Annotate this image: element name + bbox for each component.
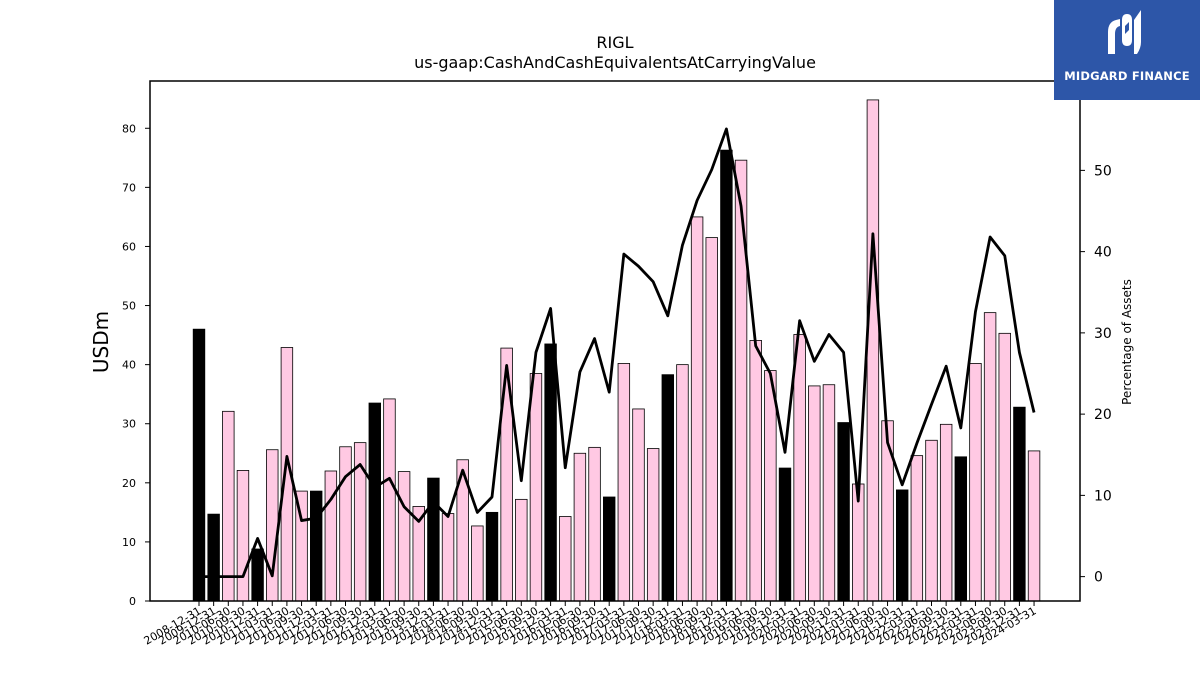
- bar: [500, 347, 513, 602]
- bar: [617, 363, 631, 602]
- bar: [222, 410, 235, 602]
- bar: [705, 237, 718, 602]
- bar: [544, 343, 557, 602]
- bar: [661, 374, 675, 602]
- y-tick-label: 70: [122, 181, 136, 194]
- bar: [793, 334, 806, 602]
- y2-axis-label: Percentage of Assets: [1120, 279, 1134, 405]
- bar: [690, 216, 704, 602]
- chart-title: RIGL: [596, 33, 633, 52]
- percentage-line: [199, 127, 1036, 579]
- bar: [324, 470, 338, 602]
- bar: [397, 471, 411, 602]
- bar: [983, 312, 997, 602]
- bar: [720, 149, 733, 602]
- bar: [808, 385, 821, 602]
- bar: [939, 423, 953, 602]
- y2-tick-label: 30: [1094, 326, 1112, 342]
- bar: [896, 489, 909, 602]
- bar: [207, 513, 220, 602]
- bar: [309, 490, 323, 602]
- bar: [603, 496, 616, 602]
- bar: [573, 452, 587, 602]
- bar: [266, 449, 279, 602]
- y-tick-label: 40: [122, 359, 136, 372]
- logo-text: MIDGARD FINANCE: [1064, 69, 1190, 83]
- bar: [383, 398, 396, 602]
- bar: [471, 525, 484, 602]
- bar: [485, 511, 499, 602]
- bar: [236, 470, 250, 602]
- y-tick-label: 20: [122, 477, 136, 490]
- bar: [954, 456, 968, 602]
- y-axis-label: USDm: [89, 311, 113, 373]
- bar: [764, 370, 777, 602]
- bar: [778, 467, 792, 602]
- y-tick-label: 10: [122, 536, 136, 549]
- bar: [734, 159, 748, 602]
- bar: [969, 363, 982, 602]
- bar: [368, 402, 382, 602]
- axes-layer: 01020304050607080010203040502008-12-3120…: [122, 80, 1112, 648]
- bar: [559, 516, 572, 602]
- bar: [427, 477, 440, 602]
- bar: [1013, 406, 1026, 602]
- bar: [910, 455, 924, 602]
- bar: [998, 332, 1011, 602]
- bar: [646, 448, 660, 602]
- bar: [529, 373, 543, 602]
- y-tick-label: 0: [129, 595, 136, 608]
- y-tick-label: 50: [122, 300, 136, 313]
- bar: [251, 548, 264, 602]
- bar: [441, 513, 455, 602]
- logo-icon: [1108, 10, 1141, 54]
- bar: [925, 439, 938, 602]
- bars-layer: [192, 99, 1041, 602]
- bar: [866, 99, 880, 602]
- y2-tick-label: 40: [1094, 245, 1112, 261]
- bar: [588, 446, 601, 602]
- plot-frame: [149, 80, 1081, 602]
- y-tick-label: 30: [122, 418, 136, 431]
- chart-subtitle: us-gaap:CashAndCashEquivalentsAtCarrying…: [414, 53, 816, 72]
- y-tick-label: 80: [122, 122, 136, 135]
- bar: [339, 446, 352, 602]
- bar: [822, 384, 836, 602]
- bar: [676, 364, 689, 602]
- bar: [881, 420, 894, 602]
- midgard-finance-logo: MIDGARD FINANCE: [1054, 0, 1200, 100]
- bar: [1027, 450, 1041, 602]
- y2-tick-label: 0: [1094, 570, 1103, 586]
- bar: [192, 328, 206, 602]
- line-layer: [199, 127, 1036, 579]
- y2-tick-label: 10: [1094, 488, 1112, 504]
- bar: [837, 422, 850, 602]
- y2-tick-label: 50: [1094, 163, 1112, 179]
- bar: [515, 498, 528, 602]
- y2-tick-label: 20: [1094, 407, 1112, 423]
- bar: [749, 340, 762, 602]
- y-tick-label: 60: [122, 240, 136, 253]
- bar: [632, 408, 645, 602]
